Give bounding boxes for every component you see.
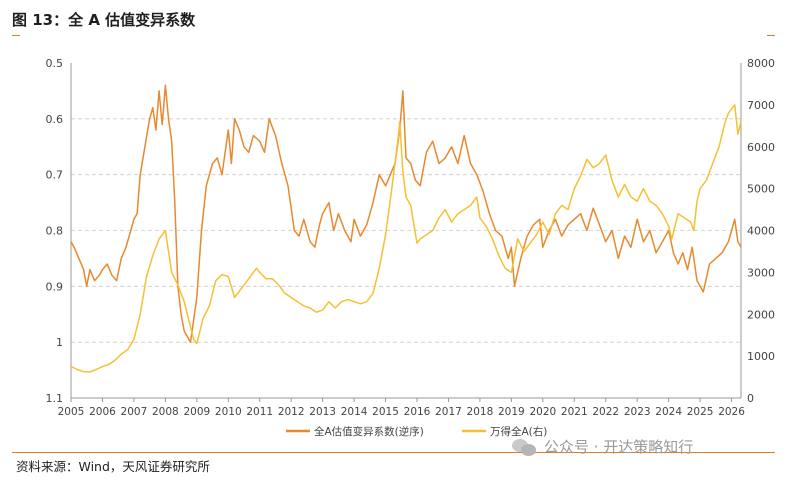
x-tick-label: 2006 xyxy=(89,406,116,418)
x-tick-label: 2013 xyxy=(309,406,336,418)
right-tick-label: 6000 xyxy=(747,141,775,154)
x-tick-label: 2020 xyxy=(529,406,556,418)
title-divider xyxy=(12,35,775,36)
right-tick-label: 8000 xyxy=(747,57,775,70)
x-tick-label: 2007 xyxy=(121,406,148,418)
right-tick-label: 7000 xyxy=(747,99,775,112)
right-tick-label: 2000 xyxy=(747,308,775,321)
divider-tick-right xyxy=(767,35,775,36)
series-line-cv xyxy=(70,84,742,343)
x-tick-label: 2016 xyxy=(404,406,431,418)
line-chart: 0.5 0.6 0.7 0.8 0.9 1 1.1 0 1000 2000 3000 4000 5000… xyxy=(46,57,776,438)
x-tick-label: 2017 xyxy=(435,406,462,418)
left-tick-label: 1 xyxy=(56,336,63,349)
x-tick-label: 2009 xyxy=(183,406,210,418)
right-tick-label: 5000 xyxy=(747,183,775,196)
x-tick-label: 2015 xyxy=(372,406,399,418)
watermark-text: 公众号 · 开达策略知行 xyxy=(544,438,694,456)
wechat-icon xyxy=(512,437,538,457)
x-tick-label: 2010 xyxy=(215,406,242,418)
watermark: 公众号 · 开达策略知行 xyxy=(512,436,693,457)
right-tick-label: 4000 xyxy=(747,225,775,238)
divider-tick-left xyxy=(12,35,20,36)
figure-title: 图 13：全 A 估值变异系数 xyxy=(12,11,196,29)
left-tick-label: 1.1 xyxy=(46,392,64,405)
x-tick-label: 2011 xyxy=(246,406,273,418)
left-tick-label: 0.7 xyxy=(46,169,64,182)
x-tick-label: 2008 xyxy=(152,406,179,418)
x-tick-label: 2023 xyxy=(624,406,651,418)
x-tick-label: 2012 xyxy=(278,406,305,418)
legend-label: 全A估值变异系数(逆序) xyxy=(314,425,424,438)
x-tick-label: 2014 xyxy=(341,406,368,418)
left-tick-label: 0.9 xyxy=(46,280,64,293)
x-tick-label: 2021 xyxy=(561,406,588,418)
left-tick-label: 0.5 xyxy=(46,57,64,70)
x-tick-label: 2019 xyxy=(498,406,525,418)
right-tick-label: 0 xyxy=(747,392,754,405)
left-tick-label: 0.8 xyxy=(46,225,64,238)
x-tick-label: 2022 xyxy=(592,406,619,418)
right-tick-label: 3000 xyxy=(747,266,775,279)
bottom-divider xyxy=(12,452,775,453)
left-tick-label: 0.6 xyxy=(46,113,64,126)
legend-label: 万得全A(右) xyxy=(490,425,547,438)
series-line-index xyxy=(70,104,742,373)
right-tick-label: 1000 xyxy=(747,350,775,363)
x-tick-label: 2005 xyxy=(58,406,85,418)
x-tick-label: 2025 xyxy=(687,406,714,418)
x-tick-label: 2018 xyxy=(467,406,494,418)
source-note: 资料来源：Wind，天风证券研究所 xyxy=(16,459,210,474)
x-tick-label: 2024 xyxy=(655,406,682,418)
x-tick-label: 2026 xyxy=(718,406,745,418)
